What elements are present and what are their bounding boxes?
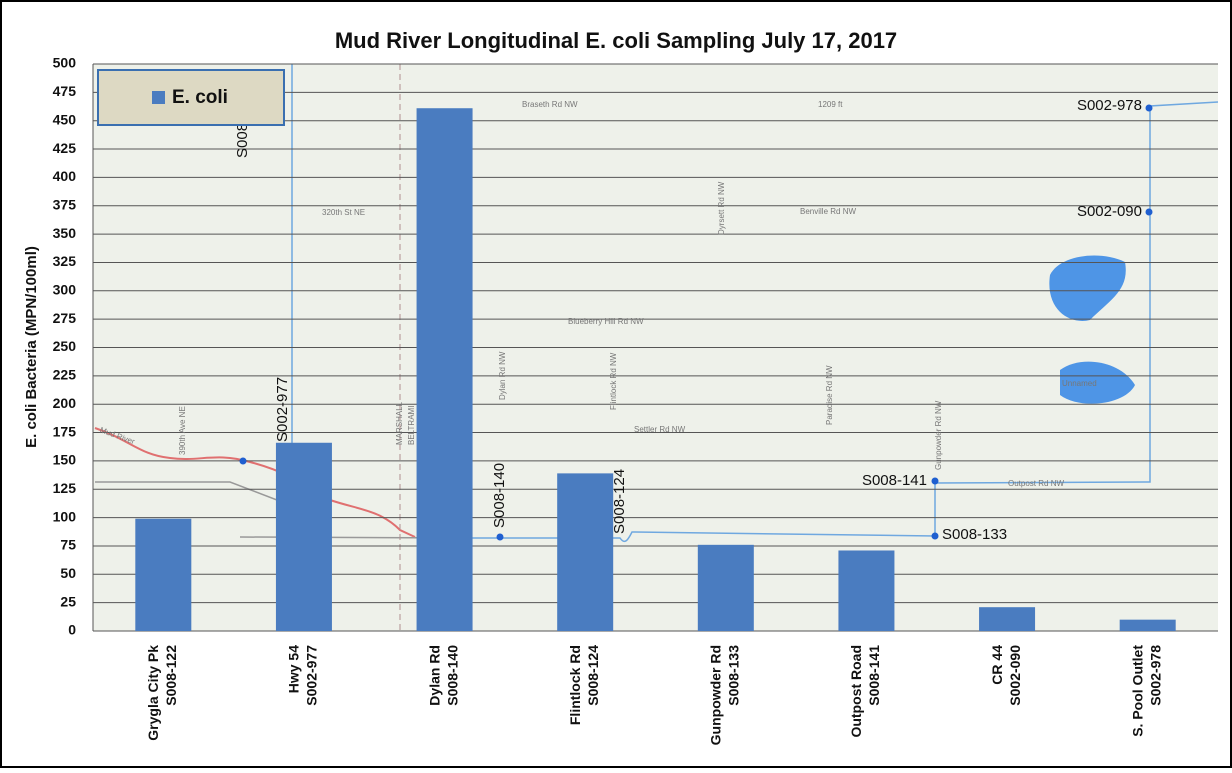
x-tick-label: Grygla City Pk	[145, 645, 161, 741]
chart: Mud River Longitudinal E. coli Sampling …	[0, 0, 1232, 768]
x-tick-label: S002-978	[1147, 645, 1163, 706]
y-tick-label: 250	[53, 338, 77, 354]
site-marker	[240, 458, 247, 465]
map-label: Dyrsett Rd NW	[717, 181, 726, 235]
y-tick-label: 375	[53, 196, 77, 212]
y-axis-label: E. coli Bacteria (MPN/100ml)	[23, 246, 40, 448]
bar	[135, 519, 191, 631]
x-tick-label: Gunpowder Rd	[708, 645, 724, 745]
x-tick-label: S. Pool Outlet	[1129, 645, 1145, 737]
site-label: S008-133	[942, 526, 1007, 543]
map-label: Settler Rd NW	[634, 425, 686, 434]
site-label: S002-090	[1077, 203, 1142, 220]
map-label: Gunpowder Rd NW	[934, 400, 943, 470]
y-tick-label: 200	[53, 395, 77, 411]
x-tick-label: Dylan Rd	[426, 645, 442, 706]
x-tick-label: Flintlock Rd	[567, 645, 583, 725]
y-tick-label: 125	[53, 480, 77, 496]
y-tick-label: 75	[60, 537, 76, 553]
x-tick-label: S008-141	[866, 645, 882, 706]
bar	[276, 443, 332, 631]
y-tick-label: 25	[60, 593, 76, 609]
map-label: 320th St NE	[322, 208, 365, 217]
site-marker	[1146, 105, 1153, 112]
map-label: Outpost Rd NW	[1008, 479, 1064, 488]
map-label: Braseth Rd NW	[522, 100, 578, 109]
y-tick-label: 50	[60, 565, 76, 581]
y-tick-label: 275	[53, 310, 77, 326]
bar	[1120, 620, 1176, 631]
y-tick-label: 500	[53, 55, 77, 71]
site-marker	[932, 533, 939, 540]
y-tick-label: 150	[53, 452, 77, 468]
site-label: S008-124	[611, 469, 628, 534]
map-label: Blueberry Hill Rd NW	[568, 317, 644, 326]
y-tick-label: 325	[53, 253, 77, 269]
y-tick-label: 400	[53, 168, 77, 184]
map-label: Dylan Rd NW	[498, 351, 507, 400]
site-marker	[497, 534, 504, 541]
map-label: Paradise Rd NW	[825, 365, 834, 425]
y-tick-label: 100	[53, 508, 77, 524]
map-label: Benville Rd NW	[800, 207, 856, 216]
x-tick-label: S008-122	[163, 645, 179, 706]
bar	[417, 108, 473, 631]
site-label: S002-977	[274, 377, 291, 442]
bar	[979, 607, 1035, 631]
x-tick-label: S008-140	[444, 645, 460, 706]
map-label: 390th Ave NE	[178, 406, 187, 455]
y-tick-label: 0	[68, 622, 76, 638]
map-label: BELTRAMI	[407, 406, 416, 445]
y-tick-label: 175	[53, 423, 77, 439]
x-tick-label: S008-124	[585, 645, 601, 706]
map-label: Unnamed	[1062, 379, 1097, 388]
y-tick-label: 350	[53, 225, 77, 241]
legend-label: E. coli	[172, 87, 228, 108]
x-tick-label: CR 44	[989, 645, 1005, 685]
y-tick-label: 225	[53, 367, 77, 383]
chart-title: Mud River Longitudinal E. coli Sampling …	[335, 28, 897, 53]
site-marker	[932, 478, 939, 485]
x-tick-label: Outpost Road	[848, 645, 864, 738]
legend-swatch	[152, 91, 165, 104]
bar	[838, 550, 894, 631]
y-tick-label: 300	[53, 282, 77, 298]
x-tick-label: S008-133	[726, 645, 742, 706]
site-label: S002-978	[1077, 97, 1142, 114]
y-tick-label: 450	[53, 111, 77, 127]
map-label: Flintlock Rd NW	[609, 352, 618, 410]
site-label: S008-141	[862, 472, 927, 489]
site-marker	[1146, 209, 1153, 216]
x-tick-label: S002-090	[1007, 645, 1023, 706]
y-tick-label: 475	[53, 83, 77, 99]
bar	[557, 473, 613, 631]
x-tick-label: S002-977	[304, 645, 320, 706]
map-label: MARSHALL	[395, 401, 404, 445]
x-tick-label: Hwy 54	[286, 645, 302, 693]
y-tick-label: 425	[53, 140, 77, 156]
site-label: S008-140	[491, 463, 508, 528]
bar	[698, 545, 754, 631]
map-label: 1209 ft	[818, 100, 843, 109]
